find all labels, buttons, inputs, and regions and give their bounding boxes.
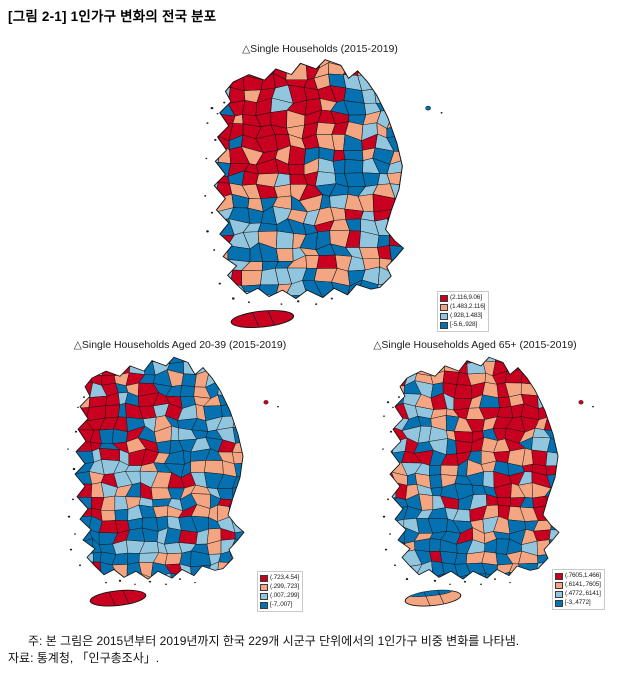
legend-row: (.299,.723] xyxy=(260,583,299,591)
legend-label: (1.483,2.116] xyxy=(450,303,486,310)
legend-swatch-bin3 xyxy=(555,590,563,598)
legend-row: (.928,1.483] xyxy=(440,312,485,320)
choropleth-map-korea-aged-20-39 xyxy=(67,356,279,607)
legend-swatch-bin3 xyxy=(260,592,268,600)
legend-row: (.723,4.54] xyxy=(260,574,299,582)
choropleth-map-korea-all xyxy=(204,59,443,329)
legend-swatch-bin4 xyxy=(440,321,448,329)
legend-row: (.007,.299] xyxy=(260,592,299,600)
map-title-single-households: △Single Households (2015-2019) xyxy=(242,43,398,55)
legend-swatch-bin4 xyxy=(555,599,563,607)
figure-caption: [그림 2-1] 1인가구 변화의 전국 분포 xyxy=(8,9,217,24)
legend-row: [-3,.4772] xyxy=(555,599,601,607)
legend-row: (.6141,.7605] xyxy=(555,581,601,589)
legend-row: (.7605,1.466] xyxy=(555,572,601,580)
choropleth-map-korea-aged-65plus xyxy=(382,356,594,607)
legend-swatch-bin2 xyxy=(555,581,563,589)
legend-swatch-bin4 xyxy=(260,601,268,609)
legend-label: [-7,.007] xyxy=(270,601,293,608)
legend-label: (.723,4.54] xyxy=(270,574,299,581)
legend-label: [-3,.4772] xyxy=(565,599,591,606)
legend-aged-20-39: (.723,4.54] (.299,.723] (.007,.299] [-7,… xyxy=(257,571,303,612)
legend-row: (.4772,.6141] xyxy=(555,590,601,598)
figure-source: 자료: 통계청, 「인구총조사」. xyxy=(8,651,160,665)
legend-row: [-5.6,.928] xyxy=(440,321,485,329)
legend-swatch-bin2 xyxy=(260,583,268,591)
legend-row: [-7,.007] xyxy=(260,601,299,609)
legend-label: (.007,.299] xyxy=(270,592,299,599)
legend-swatch-bin1 xyxy=(260,574,268,582)
map-title-aged-65plus: △Single Households Aged 65+ (2015-2019) xyxy=(373,339,577,351)
legend-swatch-bin2 xyxy=(440,303,448,311)
legend-label: (.928,1.483] xyxy=(450,312,483,319)
legend-label: (.4772,.6141] xyxy=(565,590,601,597)
legend-single-households: (2.116,9.06] (1.483,2.116] (.928,1.483] … xyxy=(437,291,490,332)
legend-label: (.7605,1.466] xyxy=(565,572,601,579)
legend-row: (1.483,2.116] xyxy=(440,303,485,311)
map-title-aged-20-39: △Single Households Aged 20-39 (2015-2019… xyxy=(73,339,287,351)
legend-swatch-bin1 xyxy=(440,294,448,302)
legend-row: (2.116,9.06] xyxy=(440,294,485,302)
legend-label: (2.116,9.06] xyxy=(450,294,482,301)
figure-note: 주: 본 그림은 2015년부터 2019년까지 한국 229개 시군구 단위에… xyxy=(28,634,520,648)
legend-swatch-bin1 xyxy=(555,572,563,580)
legend-label: [-5.6,.928] xyxy=(450,321,478,328)
legend-swatch-bin3 xyxy=(440,312,448,320)
legend-label: (.6141,.7605] xyxy=(565,581,601,588)
legend-aged-65plus: (.7605,1.466] (.6141,.7605] (.4772,.6141… xyxy=(552,569,605,610)
legend-label: (.299,.723] xyxy=(270,583,299,590)
